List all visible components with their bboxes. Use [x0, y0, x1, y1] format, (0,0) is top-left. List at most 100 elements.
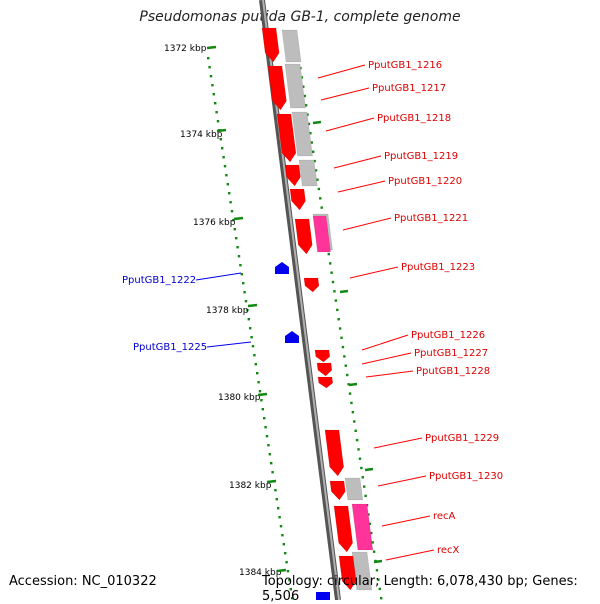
right-track-dot	[353, 420, 356, 423]
forward-gene-label[interactable]: recA	[433, 511, 456, 522]
right-track-dot	[317, 187, 321, 191]
reverse-gene-label[interactable]: PputGB1_1225	[133, 342, 207, 353]
forward-gene-label[interactable]: PputGB1_1221	[394, 213, 468, 224]
kbp-tick-mark	[247, 303, 258, 308]
left-track-dot	[208, 66, 211, 69]
right-track-dot	[360, 466, 363, 470]
left-track-dot	[291, 597, 294, 600]
gray-feature-block	[281, 29, 302, 63]
left-track-dot	[281, 534, 284, 537]
left-track-dot	[253, 354, 256, 357]
left-track-dot	[215, 111, 218, 114]
gene-leader-line	[195, 272, 242, 281]
right-track-dot	[371, 541, 374, 544]
left-track-dot	[257, 381, 260, 384]
right-track-dot	[350, 401, 353, 405]
forward-gene-label[interactable]: PputGB1_1230	[429, 471, 503, 482]
left-track-dot	[279, 525, 283, 528]
gene-leader-line	[206, 341, 252, 348]
right-track-dot	[380, 597, 383, 600]
forward-cds-arrow	[284, 164, 301, 187]
right-track-dot	[310, 141, 313, 144]
kbp-tick-label: 1380 kbp	[218, 393, 261, 403]
gene-leader-line	[361, 334, 409, 351]
left-track-dot	[270, 462, 273, 465]
forward-gene-label[interactable]: PputGB1_1226	[411, 330, 485, 341]
left-track-dot	[284, 552, 287, 555]
left-track-dot	[239, 264, 242, 267]
right-track-dot	[319, 197, 322, 200]
left-track-dot	[222, 156, 225, 159]
right-track-dot	[368, 522, 372, 525]
right-track-dot	[355, 438, 359, 442]
gene-leader-line	[385, 549, 435, 561]
right-track-dot	[300, 76, 304, 79]
reverse-gene-label[interactable]: PputGB1_1222	[122, 275, 196, 286]
kbp-tick-mark	[206, 45, 217, 50]
forward-gene-label[interactable]: PputGB1_1223	[401, 262, 475, 273]
right-track-dot	[340, 336, 343, 339]
right-track-dot	[337, 318, 340, 321]
right-track-dot	[364, 494, 367, 498]
right-track-dot	[346, 373, 349, 377]
right-track-dot	[341, 345, 345, 349]
forward-cds-arrow	[303, 277, 320, 293]
right-track-dot	[367, 513, 370, 516]
left-track-dot	[235, 237, 238, 240]
right-track-dot	[333, 290, 336, 293]
gray-feature-block	[298, 159, 318, 187]
gene-labels: PputGB1_1216 PputGB1_1217 PputGB1_1218 Pput…	[122, 60, 503, 561]
left-track-dot	[249, 327, 252, 330]
right-track-dot	[338, 327, 342, 330]
kbp-tick-label: 1382 kbp	[229, 481, 272, 491]
right-track-dot	[306, 113, 309, 116]
right-track-dot	[316, 178, 319, 181]
forward-gene-label[interactable]: PputGB1_1229	[425, 433, 499, 444]
right-track-dot	[331, 280, 335, 284]
left-track-dot	[286, 570, 290, 573]
gene-leader-line	[373, 437, 423, 449]
kbp-tick-label: 1374 kbp	[180, 130, 223, 140]
forward-gene-label[interactable]: recX	[437, 545, 460, 556]
gene-leader-line	[317, 64, 366, 79]
forward-cds-arrow	[338, 555, 357, 591]
gene-leader-line	[325, 117, 375, 132]
right-track-dot	[363, 485, 366, 488]
left-track-dot	[285, 561, 288, 564]
right-track-dot	[378, 587, 381, 591]
accession-text: Accession: NC_010322	[9, 574, 157, 589]
forward-gene-label[interactable]: PputGB1_1228	[416, 366, 490, 377]
forward-gene-label[interactable]: PputGB1_1220	[388, 176, 462, 187]
forward-cds-arrow	[324, 429, 344, 477]
right-track-dot	[312, 150, 315, 153]
forward-gene-label[interactable]: PputGB1_1219	[384, 151, 458, 162]
kbp-tick-mark	[257, 392, 268, 397]
forward-gene-label[interactable]: PputGB1_1218	[377, 113, 451, 124]
left-track-dot	[230, 210, 234, 213]
kbp-tick-mark	[276, 568, 287, 573]
gene-leader-line	[381, 515, 431, 527]
left-track-dot	[207, 57, 210, 60]
forward-gene-label[interactable]: PputGB1_1227	[414, 348, 488, 359]
left-track-dot	[240, 273, 243, 276]
left-track-dot	[216, 120, 220, 123]
left-track-dot	[275, 498, 278, 501]
gene-leader-line	[320, 87, 370, 101]
rna-feature-block	[351, 503, 374, 551]
left-track-dot	[254, 363, 257, 366]
left-track-dot	[214, 102, 217, 105]
forward-gene-label[interactable]: PputGB1_1216	[368, 60, 442, 71]
right-track-dot	[313, 159, 316, 163]
feature-dash	[339, 289, 349, 294]
gene-leader-line	[365, 370, 414, 378]
right-track-dot	[377, 578, 380, 581]
left-track-dot	[242, 282, 245, 285]
left-track-dot	[246, 309, 249, 312]
right-track-dot	[304, 104, 308, 107]
reverse-cds-arrow	[285, 331, 299, 343]
forward-gene-label[interactable]: PputGB1_1217	[372, 83, 446, 94]
feature-dash	[348, 382, 358, 387]
right-track-dot	[309, 132, 312, 135]
map-title: Pseudomonas putida GB-1, complete genome	[139, 9, 461, 25]
